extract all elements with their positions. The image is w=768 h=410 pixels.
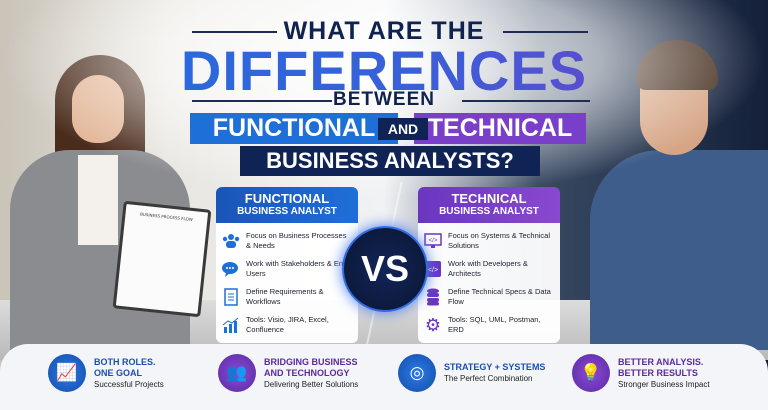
card-subtitle: BUSINESS ANALYST [237, 206, 337, 217]
divider-line [462, 100, 590, 102]
code-icon: </> [424, 260, 442, 278]
list-item: </> Focus on Systems & Technical Solution… [424, 227, 554, 255]
item-text: Focus on Business Processes & Needs [246, 231, 347, 250]
footer-heading: STRATEGY + SYSTEMS [444, 362, 546, 372]
clipboard-title: BUSINESS PROCESS FLOW [139, 211, 193, 222]
item-text: Work with Developers & Architects [448, 259, 528, 278]
svg-text:</>: </> [428, 267, 438, 274]
list-item: </> Work with Developers & Architects [424, 255, 554, 283]
card-subtitle: BUSINESS ANALYST [439, 206, 539, 217]
footer-heading: BRIDGING BUSINESS [264, 356, 358, 367]
footer-sub: The Perfect Combination [444, 374, 533, 383]
item-text: Work with Stakeholders & End Users [246, 259, 348, 278]
footer-sub: Successful Projects [94, 379, 164, 389]
technical-card: TECHNICAL BUSINESS ANALYST </> Focus on Sy… [418, 187, 560, 343]
footer-item: 💡 BETTER ANALYSIS. BETTER RESULTS Stronger … [572, 354, 710, 392]
footer-heading: AND TECHNOLOGY [264, 367, 350, 378]
title-differences: DIFFERENCES [0, 38, 768, 103]
people-icon [222, 232, 240, 250]
item-text: Define Requirements & Workflows [246, 287, 324, 306]
chart-icon [222, 316, 240, 334]
svg-text:</>: </> [429, 238, 438, 244]
title-functional: FUNCTIONAL [190, 113, 398, 144]
target-icon: ◎ [398, 354, 436, 392]
divider-line [192, 31, 277, 33]
database-icon [424, 288, 442, 306]
list-item: Define Technical Specs & Data Flow [424, 283, 554, 311]
footer-band [0, 344, 768, 410]
list-item: ⚙ Tools: SQL, UML, Postman, ERD [424, 311, 554, 339]
team-icon: 👥 [218, 354, 256, 392]
list-item: Tools: Visio, JIRA, Excel, Confluence [222, 311, 352, 339]
footer-sub: Stronger Business Impact [618, 379, 710, 389]
footer-heading: BOTH ROLES. [94, 356, 156, 367]
footer-sub: Delivering Better Solutions [264, 379, 359, 389]
title-business-analysts: BUSINESS ANALYSTS? [240, 146, 540, 176]
item-text: Tools: Visio, JIRA, Excel, Confluence [246, 315, 329, 334]
list-item: Define Requirements & Workflows [222, 283, 352, 311]
document-icon [222, 288, 240, 306]
divider-line [503, 31, 588, 33]
monitor-code-icon: </> [424, 232, 442, 250]
card-title: FUNCTIONAL [244, 191, 330, 206]
item-text: Tools: SQL, UML, Postman, ERD [448, 315, 541, 334]
item-text: Focus on Systems & Technical Solutions [448, 231, 550, 250]
item-text: Define Technical Specs & Data Flow [448, 287, 551, 306]
divider-line [192, 100, 332, 102]
title-between: BETWEEN [333, 89, 435, 110]
footer-item: 👥 BRIDGING BUSINESS AND TECHNOLOGY Deliveri… [218, 354, 358, 392]
list-item: Work with Stakeholders & End Users [222, 255, 352, 283]
title-and: AND [378, 118, 428, 140]
growth-chart-icon: 📈 [48, 354, 86, 392]
functional-card: FUNCTIONAL BUSINESS ANALYST Focus on Busi… [216, 187, 358, 343]
vs-badge: VS [342, 226, 428, 312]
card-title: TECHNICAL [451, 191, 527, 206]
title-line-1: WHAT ARE THE [283, 17, 485, 45]
lightbulb-icon: 💡 [572, 354, 610, 392]
gear-icon: ⚙ [424, 315, 442, 335]
clipboard: BUSINESS PROCESS FLOW [112, 200, 212, 318]
footer-heading: BETTER ANALYSIS. [618, 356, 704, 367]
footer-heading: ONE GOAL [94, 367, 143, 378]
footer-item: 📈 BOTH ROLES. ONE GOAL Successful Projects [48, 354, 164, 392]
title-technical: TECHNICAL [414, 113, 586, 144]
list-item: Focus on Business Processes & Needs [222, 227, 352, 255]
footer-item: ◎ STRATEGY + SYSTEMS The Perfect Combinati… [398, 354, 545, 392]
chat-icon [222, 260, 240, 278]
footer-heading: BETTER RESULTS [618, 367, 698, 378]
